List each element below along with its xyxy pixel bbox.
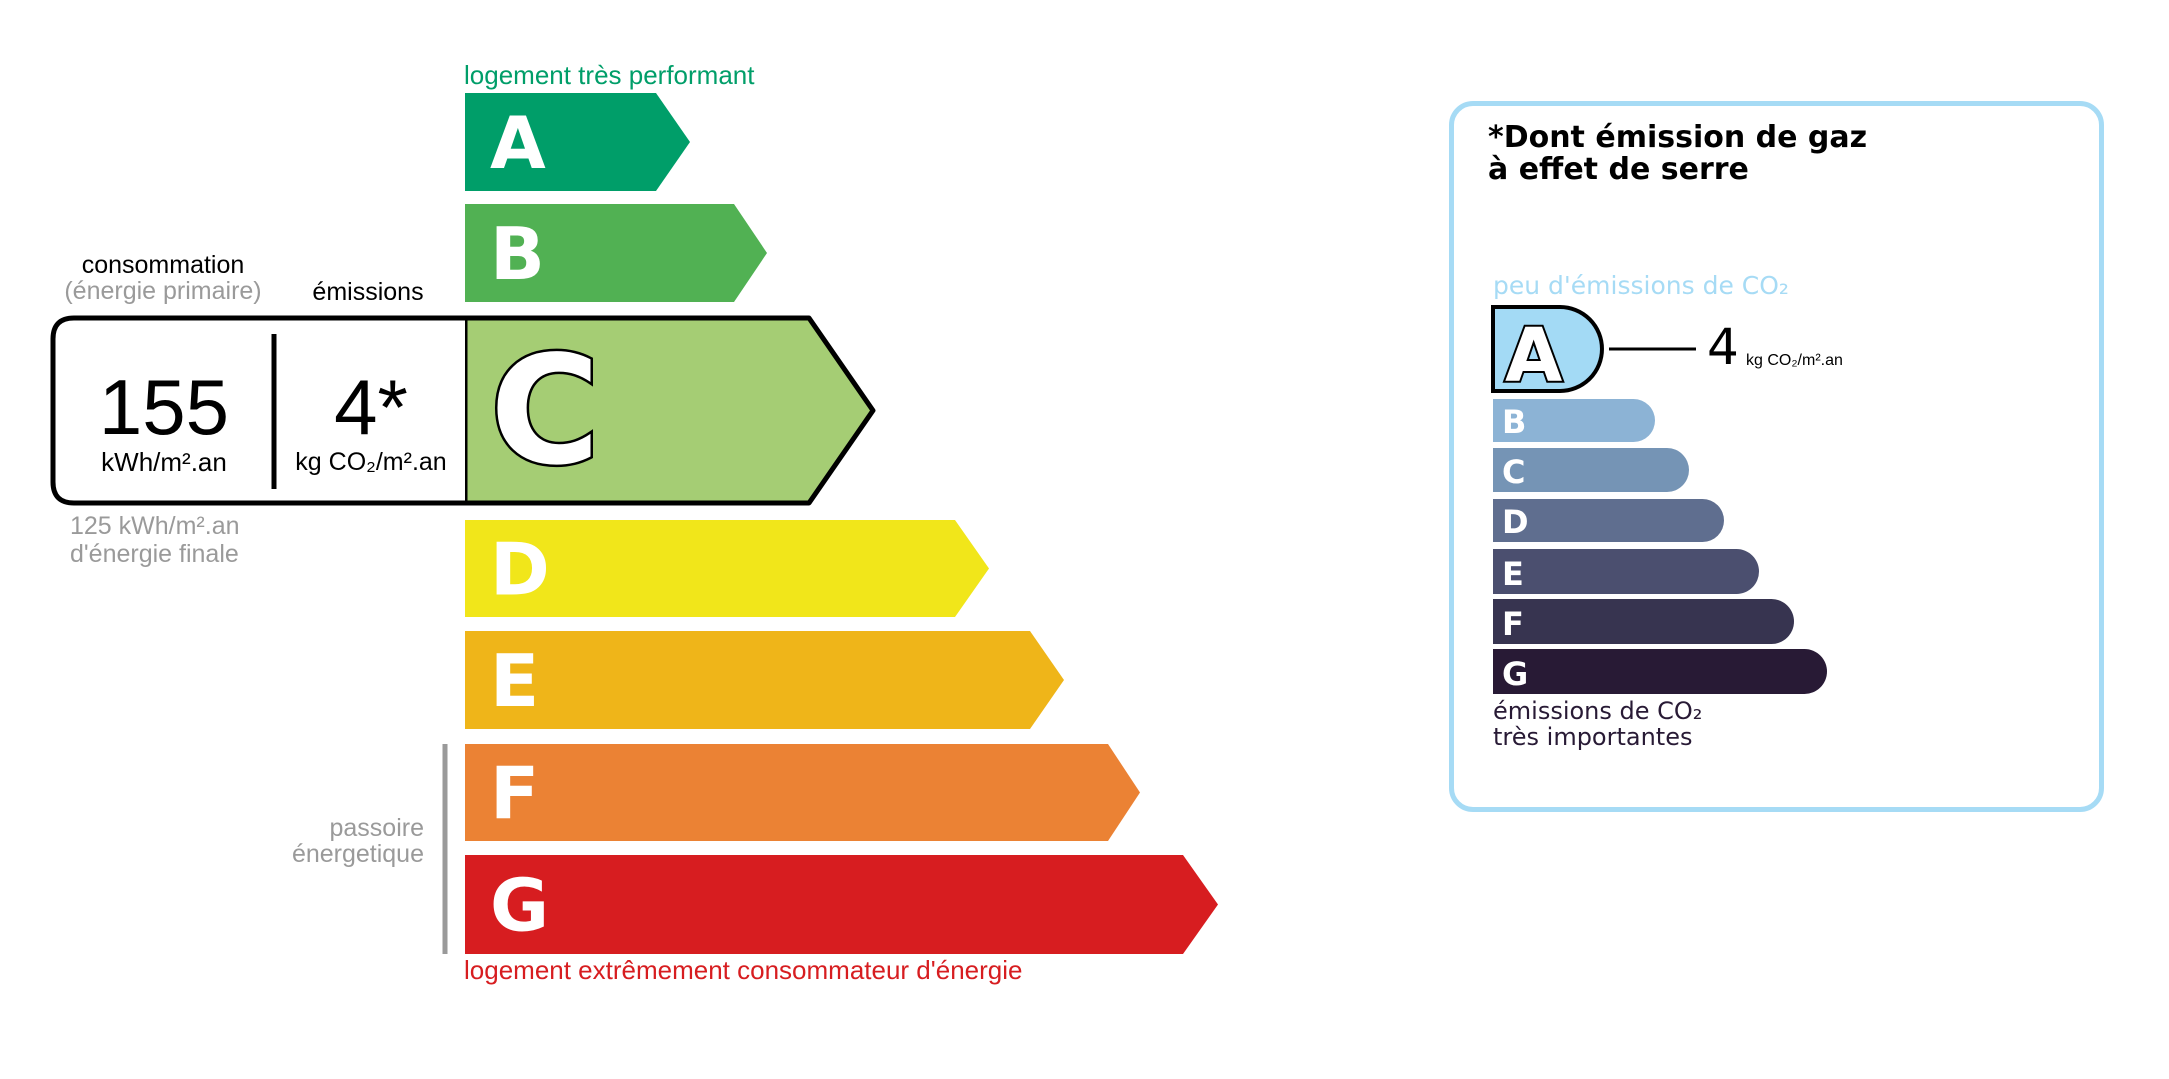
consumption-subtitle: (énergie primaire) <box>64 277 262 305</box>
ges-letter-c: C <box>1502 453 1525 491</box>
energy-bar-f <box>465 744 1140 841</box>
ges-letter-a: A <box>1505 313 1562 399</box>
ges-letter-d: D <box>1502 503 1529 541</box>
ges-bottom-label: émissions de CO₂ très importantes <box>1493 698 1702 750</box>
ges-bar-d <box>1493 499 1724 542</box>
ges-letter-f: F <box>1502 605 1524 643</box>
final-energy-line1: 125 kWh/m².an <box>70 512 240 540</box>
ges-panel <box>1449 101 2104 812</box>
ges-letter-g: G <box>1502 655 1528 693</box>
energy-bar-g <box>465 855 1218 954</box>
value-box <box>50 315 465 506</box>
energy-bar-a <box>465 93 690 191</box>
ges-letter-e: E <box>1502 555 1524 593</box>
emissions-unit: kg CO₂/m².an <box>295 448 447 476</box>
ges-title: *Dont émission de gaz à effet de serre <box>1488 122 1867 186</box>
consumption-title: consommation (énergie primaire) <box>40 252 286 304</box>
ges-bar-g <box>1493 649 1828 694</box>
energy-letter-a: A <box>490 101 546 185</box>
ges-letter-b: B <box>1502 403 1526 441</box>
energy-bar-b <box>465 204 767 302</box>
emissions-value: 4* <box>334 363 408 451</box>
ges-bar-e <box>1493 549 1759 594</box>
energy-letter-c: C <box>490 325 600 499</box>
ges-bar-f <box>1493 599 1795 644</box>
energy-bottom-label: logement extrêmement consommateur d'éner… <box>464 955 1023 985</box>
ges-bar-a <box>1491 305 1604 393</box>
ges-bar-b <box>1493 399 1655 442</box>
final-energy: 125 kWh/m².an d'énergie finale <box>70 512 240 568</box>
ges-title-line1: *Dont émission de gaz <box>1488 120 1868 155</box>
energy-letter-e: E <box>490 639 539 723</box>
energy-letter-f: F <box>490 752 539 836</box>
ges-bar-c <box>1493 448 1689 492</box>
energy-bar-e <box>465 631 1064 729</box>
ges-value: 4 <box>1707 318 1739 376</box>
ges-unit: kg CO₂/m².an <box>1746 352 1843 369</box>
consumption-title-text: consommation <box>81 251 245 279</box>
passoire-line2: énergetique <box>291 840 424 868</box>
emissions-title: émissions <box>312 278 424 306</box>
consumption-unit: kWh/m².an <box>101 447 227 477</box>
ges-bottom-line1: émissions de CO₂ <box>1493 697 1703 725</box>
passoire-label: passoire énergetique <box>292 815 424 867</box>
passoire-line1: passoire <box>329 814 425 842</box>
energy-letter-d: D <box>490 528 550 612</box>
consumption-value: 155 <box>98 363 230 451</box>
ges-title-line2: à effet de serre <box>1488 152 1749 187</box>
final-energy-line2: d'énergie finale <box>70 540 239 568</box>
energy-letter-b: B <box>490 212 545 296</box>
ges-bottom-line2: très importantes <box>1493 723 1693 751</box>
ges-top-label: peu d'émissions de CO₂ <box>1493 271 1789 300</box>
energy-bar-d <box>465 520 989 617</box>
energy-letter-g: G <box>490 864 549 948</box>
energy-top-label: logement très performant <box>464 60 755 90</box>
